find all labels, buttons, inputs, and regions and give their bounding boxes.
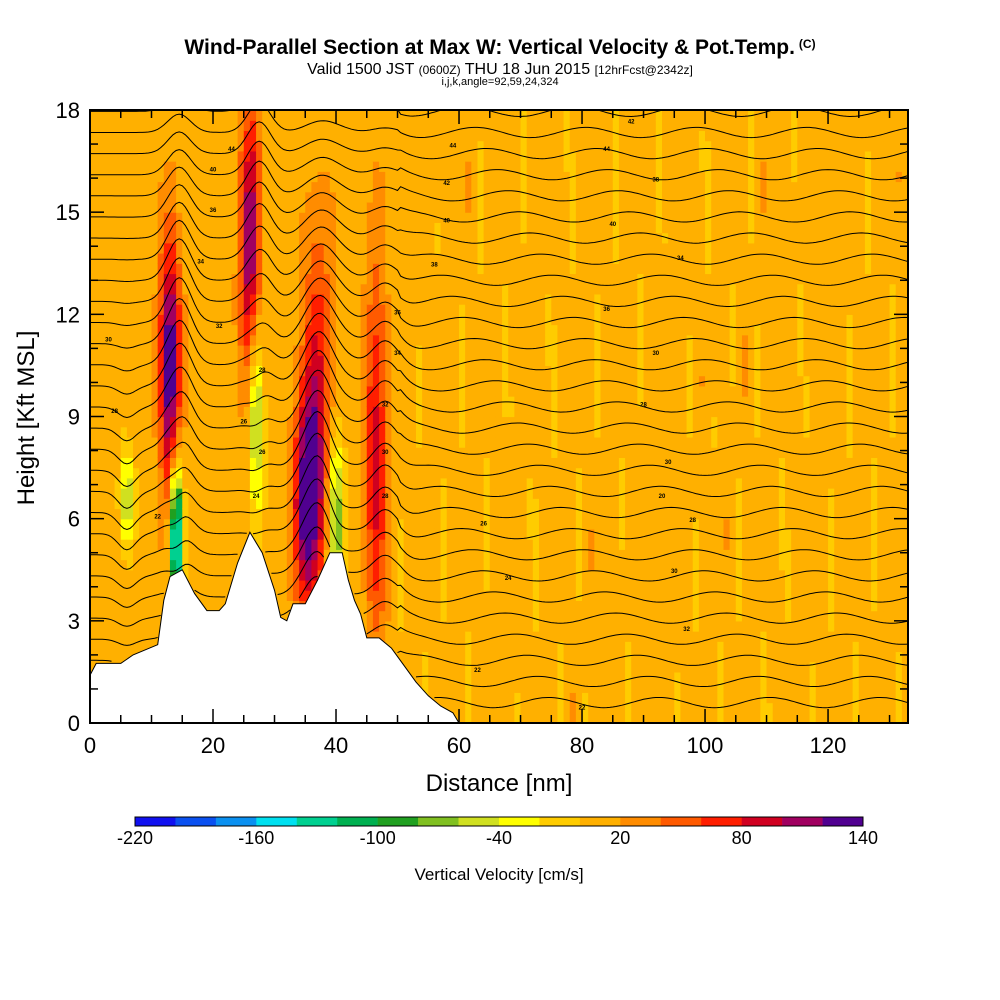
colorbar-swatch <box>701 817 742 826</box>
chart-title: Wind-Parallel Section at Max W: Vertical… <box>0 36 1000 60</box>
y-tick-label: 12 <box>56 302 80 327</box>
colorbar-tick-label: -220 <box>117 828 153 848</box>
isentrope-label: 40 <box>443 218 450 224</box>
x-axis: 0 20 40 60 80 100 120 <box>84 110 891 758</box>
isentrope-label: 26 <box>480 522 487 528</box>
colorbar-tick-label: -40 <box>486 828 512 848</box>
colorbar-swatch <box>660 817 702 826</box>
isentrope-label: 22 <box>579 705 586 711</box>
x-tick-label: 60 <box>447 733 471 758</box>
colorbar-swatch <box>296 817 338 826</box>
contour-labels: 44 44 44 42 40 42 38 36 40 40 34 38 34 36 36 32 30 28 34 30… <box>105 120 697 712</box>
isentrope-label: 26 <box>240 419 247 425</box>
isentrope-label: 34 <box>677 256 684 262</box>
colorbar-swatch <box>822 817 864 826</box>
y-tick-label: 18 <box>56 98 80 123</box>
isentrope-label: 36 <box>394 310 401 316</box>
colorbar-swatch <box>741 817 783 826</box>
isentrope-label: 36 <box>210 208 217 214</box>
potential-temperature-contours <box>90 110 908 709</box>
x-tick-label: 80 <box>570 733 594 758</box>
colorbar-swatch <box>782 817 823 826</box>
isentrope-label: 30 <box>652 351 659 357</box>
isentrope-label: 30 <box>382 450 389 456</box>
colorbar-swatch <box>458 817 500 826</box>
isentrope-label: 44 <box>450 144 457 150</box>
isentrope-label: 32 <box>382 402 389 408</box>
colorbar-tick-label: 140 <box>848 828 878 848</box>
isentrope-label: 26 <box>259 450 266 456</box>
colorbar-swatch <box>377 817 419 826</box>
y-tick-label: 9 <box>68 405 80 430</box>
colorbar-swatch <box>579 817 621 826</box>
forecast-info: [12hrFcst@2342z] <box>594 63 693 77</box>
y-tick-label: 6 <box>68 507 80 532</box>
isentrope-label: 38 <box>652 178 659 184</box>
isentrope-label: 44 <box>603 147 610 153</box>
isentrope-label: 30 <box>105 338 112 344</box>
isentrope-label: 42 <box>628 120 635 126</box>
y-tick-label: 0 <box>68 711 80 736</box>
colorbar-swatch <box>337 817 378 826</box>
section-indices: i,j,k,angle=92,59,24,324 <box>441 76 559 88</box>
y-tick-label: 3 <box>68 609 80 634</box>
isentrope-label: 20 <box>659 494 666 500</box>
isentrope-label: 22 <box>474 668 481 674</box>
colorbar-swatch <box>499 817 540 826</box>
y-tick-label: 15 <box>56 200 80 225</box>
isentrope-label: 22 <box>154 515 161 521</box>
colorbar-swatch <box>620 817 662 826</box>
valid-date: THU 18 Jun 2015 <box>464 61 591 78</box>
x-axis-title: Distance [nm] <box>426 770 573 797</box>
isentrope-label: 32 <box>683 627 690 633</box>
x-tick-label: 40 <box>324 733 348 758</box>
isentrope-label: 34 <box>394 351 401 357</box>
isentrope-label: 24 <box>505 576 512 582</box>
isentrope-label: 38 <box>431 263 438 269</box>
valid-time: Valid 1500 JST <box>307 61 415 78</box>
colorbar-swatch <box>539 817 581 826</box>
isentrope-label: 28 <box>111 409 118 415</box>
chart-title-unit: (C) <box>798 37 816 51</box>
colorbar-tick-label: -160 <box>238 828 274 848</box>
colorbar-tick-label: 20 <box>610 828 630 848</box>
isentrope-label: 28 <box>382 494 389 500</box>
x-tick-label: 0 <box>84 733 96 758</box>
x-tick-label: 100 <box>687 733 724 758</box>
isentrope-label: 30 <box>671 569 678 575</box>
isentrope-label: 34 <box>197 259 204 265</box>
isentrope-label: 28 <box>259 368 266 374</box>
colorbar: -220 -160 -100 -40 20 80 140 <box>117 816 878 848</box>
chart-title-text: Wind-Parallel Section at Max W: Vertical… <box>184 36 795 59</box>
isentrope-label: 24 <box>253 494 260 500</box>
isentrope-label: 36 <box>603 307 610 313</box>
colorbar-swatch <box>256 817 298 826</box>
isentrope-label: 30 <box>665 460 672 466</box>
isentrope-label: 40 <box>609 222 616 228</box>
colorbar-swatch <box>135 817 176 826</box>
isentrope-label: 28 <box>689 518 696 524</box>
valid-utc: (0600Z) <box>418 63 461 77</box>
colorbar-swatch <box>418 817 459 826</box>
colorbar-tick-label: 80 <box>732 828 752 848</box>
isentrope-label: 44 <box>228 147 235 153</box>
x-tick-label: 20 <box>201 733 225 758</box>
isentrope-label: 40 <box>210 167 217 173</box>
isentrope-label: 28 <box>640 402 647 408</box>
isentrope-label: 42 <box>443 181 450 187</box>
colorbar-tick-label: -100 <box>360 828 396 848</box>
x-tick-label: 120 <box>810 733 847 758</box>
isentrope-label: 32 <box>216 324 223 330</box>
terrain <box>89 531 460 724</box>
y-axis-title: Height [Kft MSL] <box>13 331 40 506</box>
colorbar-swatch <box>175 817 217 826</box>
colorbar-swatch <box>215 817 257 826</box>
chart-subtitle: Valid 1500 JST (0600Z) THU 18 Jun 2015 [… <box>0 61 1000 79</box>
colorbar-title: Vertical Velocity [cm/s] <box>414 865 583 884</box>
